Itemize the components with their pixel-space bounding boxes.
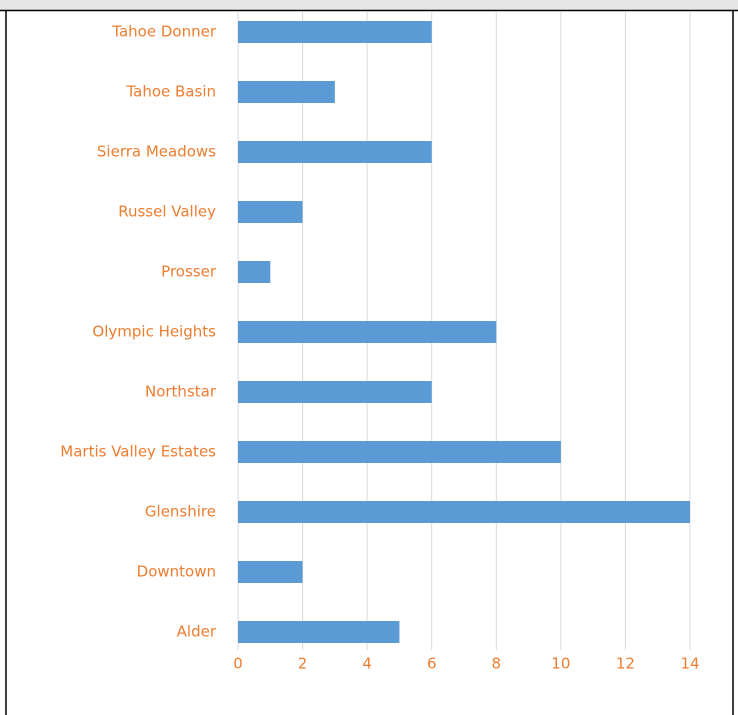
bar	[238, 621, 400, 643]
y-tick-label: Martis Valley Estates	[60, 443, 216, 461]
x-tick-label: 0	[233, 655, 243, 673]
y-tick-label: Russel Valley	[118, 203, 216, 221]
y-tick-label: Sierra Meadows	[97, 143, 216, 161]
x-tick-label: 12	[616, 655, 635, 673]
y-tick-label: Olympic Heights	[92, 323, 216, 341]
y-tick-label: Tahoe Donner	[111, 23, 217, 41]
bar	[238, 501, 690, 523]
x-tick-label: 8	[492, 655, 502, 673]
x-tick-label: 6	[427, 655, 437, 673]
y-tick-label: Glenshire	[145, 503, 216, 521]
bar	[238, 381, 432, 403]
x-tick-label: 14	[680, 655, 699, 673]
bar	[238, 21, 432, 43]
y-tick-label: Downtown	[137, 563, 216, 581]
bar	[238, 321, 497, 343]
header-strip	[0, 0, 738, 10]
y-tick-label: Northstar	[145, 383, 217, 401]
x-tick-label: 2	[298, 655, 308, 673]
bar	[238, 561, 303, 583]
bar	[238, 201, 303, 223]
bar	[238, 441, 561, 463]
x-tick-label: 4	[362, 655, 372, 673]
bar	[238, 81, 335, 103]
bar	[238, 261, 271, 283]
y-tick-label: Alder	[177, 623, 217, 641]
y-tick-label: Prosser	[161, 263, 217, 281]
y-tick-label: Tahoe Basin	[125, 83, 216, 101]
x-tick-label: 10	[551, 655, 570, 673]
bar	[238, 141, 432, 163]
